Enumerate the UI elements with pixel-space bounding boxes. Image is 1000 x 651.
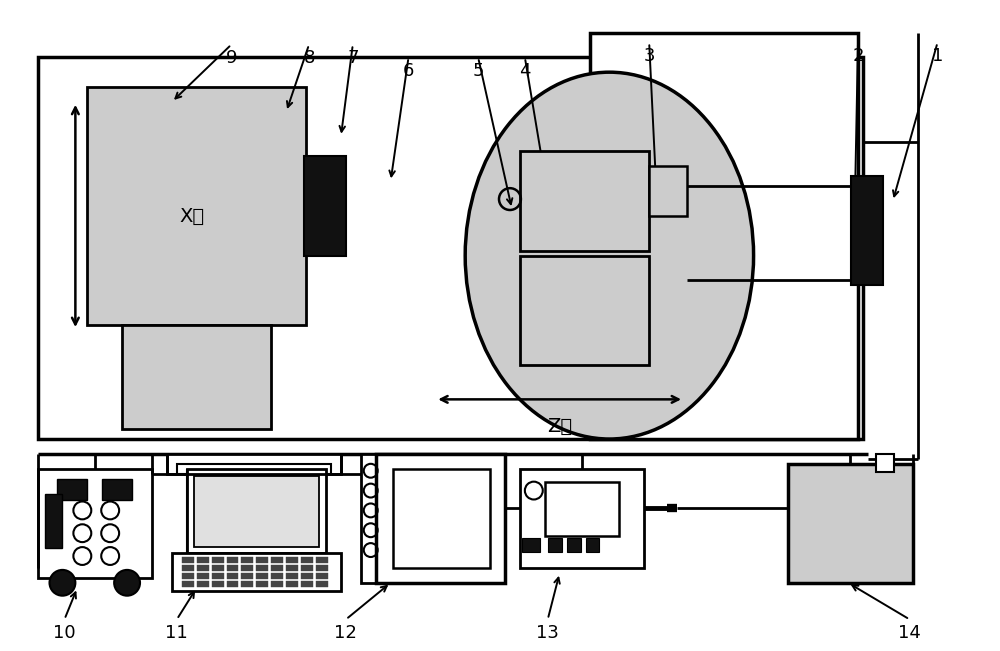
Text: X轴: X轴 (179, 206, 204, 225)
Text: 7: 7 (347, 49, 359, 67)
Bar (545, 482, 619, 536)
Bar (256, 565, 268, 571)
Bar (197, 557, 209, 563)
Bar (301, 557, 313, 563)
Text: 13: 13 (536, 624, 559, 643)
Bar (212, 573, 224, 579)
Bar (548, 538, 562, 552)
Text: 8: 8 (303, 49, 315, 67)
Bar (45, 493, 62, 548)
Bar (361, 454, 381, 583)
Bar (376, 454, 505, 583)
Bar (876, 454, 894, 472)
Bar (271, 573, 283, 579)
Bar (227, 565, 238, 571)
Text: 11: 11 (165, 624, 188, 643)
Bar (167, 454, 341, 474)
Bar (227, 557, 238, 563)
Bar (286, 565, 298, 571)
Bar (393, 469, 490, 568)
Bar (194, 476, 319, 547)
Bar (197, 581, 209, 587)
Text: 14: 14 (898, 624, 921, 643)
Circle shape (50, 570, 75, 596)
Bar (851, 176, 883, 285)
Bar (316, 557, 328, 563)
Bar (197, 573, 209, 579)
Bar (271, 557, 283, 563)
Bar (182, 581, 194, 587)
Circle shape (114, 570, 140, 596)
Text: 4: 4 (519, 62, 531, 80)
Bar (520, 152, 649, 251)
Text: 2: 2 (852, 48, 864, 65)
Bar (212, 581, 224, 587)
Bar (241, 557, 253, 563)
Bar (301, 581, 313, 587)
Bar (316, 573, 328, 579)
Bar (212, 565, 224, 571)
Bar (301, 573, 313, 579)
Bar (316, 581, 328, 587)
Bar (182, 557, 194, 563)
Bar (177, 464, 331, 474)
Bar (241, 573, 253, 579)
Text: 6: 6 (403, 62, 414, 80)
Bar (227, 581, 238, 587)
Bar (122, 325, 271, 429)
Bar (256, 573, 268, 579)
Bar (241, 565, 253, 571)
Bar (788, 464, 913, 583)
Bar (182, 573, 194, 579)
Bar (286, 573, 298, 579)
Text: 12: 12 (334, 624, 357, 643)
Bar (316, 565, 328, 571)
Text: Z轴: Z轴 (547, 417, 572, 436)
Bar (520, 256, 649, 365)
Bar (286, 557, 298, 563)
Text: 9: 9 (226, 49, 237, 67)
Bar (38, 469, 152, 578)
Ellipse shape (465, 72, 754, 439)
Bar (649, 167, 687, 216)
Bar (182, 565, 194, 571)
Bar (57, 478, 87, 501)
Text: 5: 5 (472, 62, 484, 80)
Bar (212, 557, 224, 563)
Bar (187, 469, 326, 553)
Bar (102, 478, 132, 501)
Bar (590, 33, 858, 439)
Text: 10: 10 (53, 624, 76, 643)
Bar (520, 469, 644, 568)
Bar (256, 581, 268, 587)
Text: 3: 3 (643, 48, 655, 65)
Bar (567, 538, 581, 552)
Bar (241, 581, 253, 587)
Bar (586, 538, 599, 552)
Bar (227, 573, 238, 579)
Bar (304, 156, 346, 256)
Bar (522, 538, 540, 552)
Bar (197, 565, 209, 571)
Bar (87, 87, 306, 325)
Bar (271, 565, 283, 571)
Bar (256, 557, 268, 563)
Bar (172, 553, 341, 590)
Text: 1: 1 (932, 48, 943, 65)
Bar (286, 581, 298, 587)
Bar (301, 565, 313, 571)
Bar (271, 581, 283, 587)
Bar (38, 57, 863, 439)
